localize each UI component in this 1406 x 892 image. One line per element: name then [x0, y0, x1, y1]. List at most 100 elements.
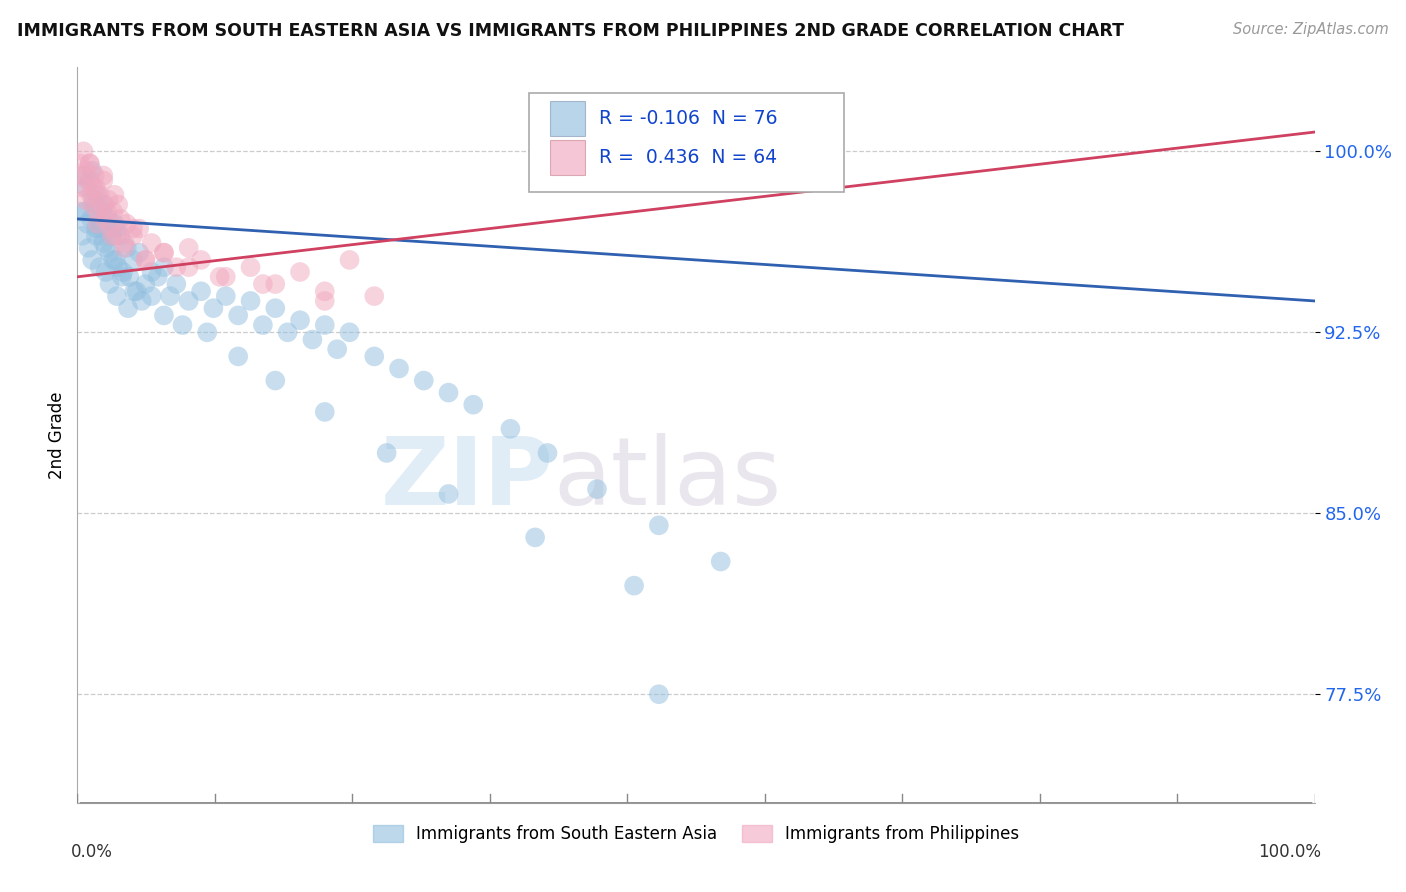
- FancyBboxPatch shape: [550, 140, 585, 175]
- Point: [84, 221, 107, 235]
- Point: [72, 145, 94, 159]
- Point: [112, 235, 135, 250]
- Point: [388, 361, 411, 376]
- Text: 0.0%: 0.0%: [72, 843, 112, 862]
- Point: [177, 260, 200, 275]
- Point: [76, 217, 98, 231]
- Text: R = -0.106  N = 76: R = -0.106 N = 76: [599, 109, 778, 128]
- Point: [91, 204, 114, 219]
- Point: [252, 318, 274, 332]
- Text: R =  0.436  N = 64: R = 0.436 N = 64: [599, 148, 778, 167]
- Point: [226, 350, 249, 364]
- Point: [153, 260, 176, 275]
- Point: [72, 228, 94, 243]
- Point: [69, 156, 91, 170]
- Point: [72, 169, 94, 183]
- Point: [104, 252, 127, 267]
- Point: [91, 235, 114, 250]
- Point: [77, 241, 100, 255]
- Point: [83, 169, 105, 183]
- Text: Source: ZipAtlas.com: Source: ZipAtlas.com: [1233, 22, 1389, 37]
- Point: [82, 197, 104, 211]
- Point: [586, 482, 609, 496]
- Point: [122, 228, 145, 243]
- Point: [103, 187, 125, 202]
- Point: [98, 245, 121, 260]
- Point: [112, 241, 135, 255]
- Point: [146, 269, 169, 284]
- Point: [264, 374, 287, 388]
- Point: [226, 309, 249, 323]
- Point: [202, 301, 225, 315]
- Point: [93, 211, 115, 226]
- Point: [103, 204, 125, 219]
- Point: [84, 228, 107, 243]
- Point: [239, 293, 262, 308]
- Point: [103, 252, 125, 267]
- Point: [122, 221, 145, 235]
- Point: [264, 277, 287, 291]
- Point: [288, 313, 311, 327]
- Point: [131, 293, 153, 308]
- Point: [118, 269, 141, 284]
- Point: [363, 350, 385, 364]
- Point: [115, 241, 138, 255]
- Point: [80, 211, 103, 226]
- Point: [91, 173, 114, 187]
- Point: [339, 252, 361, 267]
- Point: [75, 180, 97, 194]
- Point: [86, 217, 108, 231]
- Point: [153, 309, 176, 323]
- Point: [125, 285, 148, 299]
- Point: [412, 374, 434, 388]
- Point: [110, 228, 132, 243]
- Point: [98, 277, 121, 291]
- Text: ZIP: ZIP: [381, 433, 554, 525]
- Point: [648, 518, 671, 533]
- Point: [710, 555, 733, 569]
- Point: [94, 265, 117, 279]
- Point: [128, 221, 150, 235]
- Point: [122, 285, 145, 299]
- Point: [79, 156, 101, 170]
- Point: [107, 260, 129, 275]
- Point: [93, 197, 115, 211]
- Point: [177, 241, 200, 255]
- Point: [172, 318, 194, 332]
- Point: [70, 204, 93, 219]
- Y-axis label: 2nd Grade: 2nd Grade: [48, 391, 66, 479]
- Point: [87, 217, 110, 231]
- Point: [107, 197, 129, 211]
- Point: [97, 211, 120, 226]
- Point: [623, 579, 645, 593]
- Point: [122, 252, 145, 267]
- Point: [141, 235, 163, 250]
- Point: [134, 252, 156, 267]
- Point: [326, 342, 349, 356]
- Point: [153, 245, 176, 260]
- Point: [111, 269, 134, 284]
- Point: [314, 293, 336, 308]
- Point: [141, 289, 163, 303]
- Point: [195, 326, 218, 340]
- Point: [70, 169, 93, 183]
- Legend: Immigrants from South Eastern Asia, Immigrants from Philippines: Immigrants from South Eastern Asia, Immi…: [366, 818, 1026, 850]
- Point: [165, 277, 187, 291]
- Point: [153, 245, 176, 260]
- Point: [314, 285, 336, 299]
- Point: [215, 289, 238, 303]
- Point: [301, 333, 323, 347]
- Point: [437, 385, 460, 400]
- Point: [463, 398, 485, 412]
- Point: [117, 301, 139, 315]
- Point: [86, 187, 108, 202]
- Point: [86, 204, 108, 219]
- Point: [89, 260, 111, 275]
- Point: [94, 241, 117, 255]
- Point: [339, 326, 361, 340]
- Point: [134, 277, 156, 291]
- Point: [159, 289, 181, 303]
- Point: [190, 285, 212, 299]
- Point: [110, 211, 132, 226]
- Point: [215, 269, 238, 284]
